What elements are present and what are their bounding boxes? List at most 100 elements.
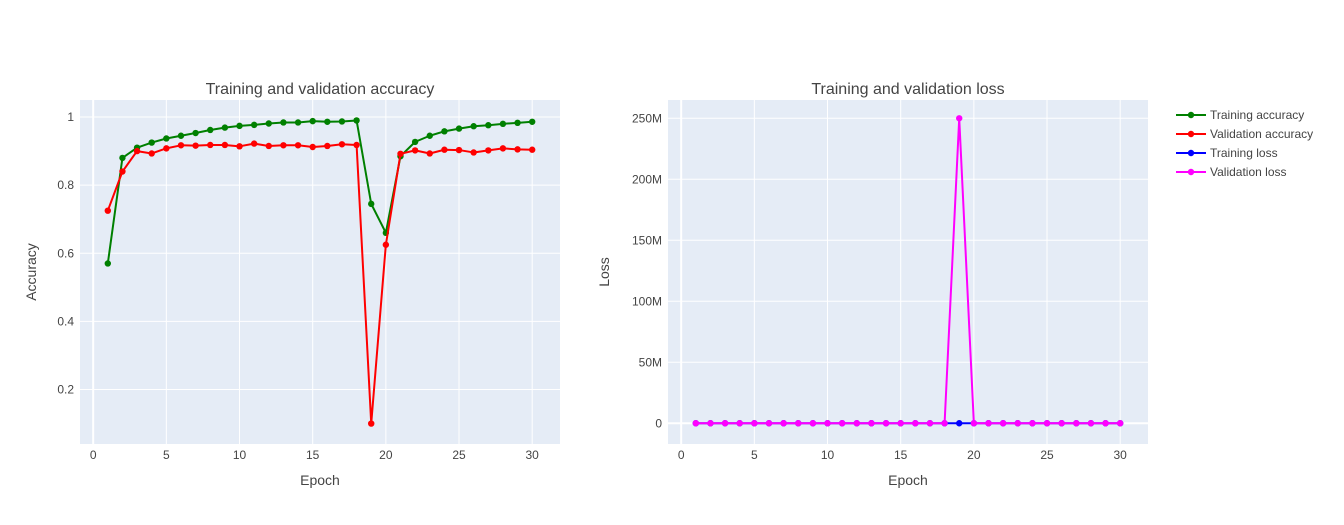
data-point[interactable] [324, 142, 331, 150]
data-point[interactable] [309, 117, 316, 125]
data-point[interactable] [514, 119, 521, 127]
data-point[interactable] [397, 150, 404, 158]
data-point[interactable] [294, 119, 302, 126]
legend[interactable]: Training accuracy Validation accuracy Trai… [1176, 108, 1313, 179]
data-point[interactable] [207, 126, 214, 134]
legend-item[interactable]: Validation accuracy [1176, 127, 1313, 141]
data-point[interactable] [736, 420, 743, 427]
data-point[interactable] [721, 420, 729, 427]
data-point[interactable] [528, 146, 536, 153]
data-point[interactable] [1073, 420, 1080, 427]
data-point[interactable] [163, 135, 170, 142]
data-point[interactable] [104, 207, 112, 214]
data-point[interactable] [411, 147, 419, 154]
data-point[interactable] [426, 132, 433, 139]
data-point[interactable] [236, 143, 243, 150]
data-point[interactable] [426, 150, 433, 157]
data-point[interactable] [1043, 420, 1051, 427]
data-point[interactable] [485, 122, 492, 129]
data-point[interactable] [441, 128, 448, 135]
data-point[interactable] [470, 123, 477, 130]
data-point[interactable] [941, 420, 948, 427]
data-point[interactable] [119, 154, 126, 162]
data-point[interactable] [956, 420, 963, 427]
data-point[interactable] [324, 118, 331, 125]
data-point[interactable] [221, 124, 229, 131]
data-point[interactable] [926, 420, 934, 427]
data-point[interactable] [809, 420, 817, 427]
data-point[interactable] [499, 120, 507, 128]
data-point[interactable] [838, 420, 846, 427]
data-point[interactable] [368, 200, 375, 208]
data-point[interactable] [1116, 420, 1124, 427]
data-point[interactable] [280, 142, 287, 149]
y-axis-title: Accuracy [23, 243, 39, 301]
data-point[interactable] [1058, 420, 1065, 427]
data-point[interactable] [192, 142, 199, 149]
data-point[interactable] [455, 125, 463, 132]
data-point[interactable] [882, 420, 890, 427]
data-point[interactable] [338, 141, 346, 148]
data-point[interactable] [250, 140, 258, 147]
data-point[interactable] [192, 129, 199, 137]
data-point[interactable] [956, 115, 963, 122]
data-point[interactable] [1102, 420, 1109, 427]
data-point[interactable] [119, 168, 126, 175]
data-point[interactable] [1029, 420, 1036, 427]
data-point[interactable] [148, 150, 155, 157]
data-point[interactable] [148, 139, 155, 146]
data-point[interactable] [236, 122, 243, 130]
data-point[interactable] [163, 145, 170, 152]
data-point[interactable] [250, 121, 258, 129]
data-point[interactable] [707, 420, 714, 427]
y-tick-label: 1 [67, 110, 74, 124]
data-point[interactable] [985, 420, 992, 427]
data-point[interactable] [104, 260, 112, 267]
legend-item[interactable]: Training loss [1176, 146, 1278, 160]
data-point[interactable] [353, 117, 360, 124]
data-point[interactable] [221, 141, 229, 149]
data-point[interactable] [207, 141, 214, 149]
y-tick-label: 0.8 [57, 178, 74, 192]
data-point[interactable] [265, 120, 272, 127]
data-point[interactable] [499, 145, 507, 152]
data-point[interactable] [470, 149, 477, 156]
data-point[interactable] [338, 118, 346, 125]
data-point[interactable] [485, 147, 492, 154]
data-point[interactable] [897, 420, 904, 427]
legend-label: Validation accuracy [1210, 127, 1313, 141]
data-point[interactable] [528, 118, 536, 125]
data-point[interactable] [441, 146, 448, 153]
data-point[interactable] [912, 420, 919, 427]
data-point[interactable] [692, 420, 700, 427]
data-point[interactable] [795, 420, 802, 427]
data-point[interactable] [970, 420, 978, 427]
data-point[interactable] [751, 420, 758, 427]
data-point[interactable] [294, 142, 302, 149]
data-point[interactable] [382, 241, 390, 248]
legend-label: Validation loss [1210, 165, 1287, 179]
data-point[interactable] [765, 420, 773, 427]
legend-item[interactable]: Training accuracy [1176, 108, 1304, 122]
data-point[interactable] [265, 142, 272, 150]
data-point[interactable] [309, 143, 316, 151]
data-point[interactable] [1087, 420, 1095, 427]
x-tick-label: 30 [526, 448, 540, 462]
data-point[interactable] [455, 146, 463, 154]
data-point[interactable] [824, 420, 831, 427]
data-point[interactable] [368, 420, 375, 427]
data-point[interactable] [999, 420, 1007, 427]
data-point[interactable] [1014, 420, 1021, 427]
data-point[interactable] [133, 147, 141, 155]
data-point[interactable] [853, 420, 860, 427]
legend-item[interactable]: Validation loss [1176, 165, 1287, 179]
data-point[interactable] [280, 119, 287, 126]
data-point[interactable] [780, 420, 787, 427]
data-point[interactable] [514, 146, 521, 153]
legend-label: Training loss [1210, 146, 1278, 160]
data-point[interactable] [177, 132, 185, 139]
data-point[interactable] [411, 138, 419, 146]
data-point[interactable] [177, 142, 185, 149]
data-point[interactable] [868, 420, 875, 427]
data-point[interactable] [353, 141, 360, 149]
